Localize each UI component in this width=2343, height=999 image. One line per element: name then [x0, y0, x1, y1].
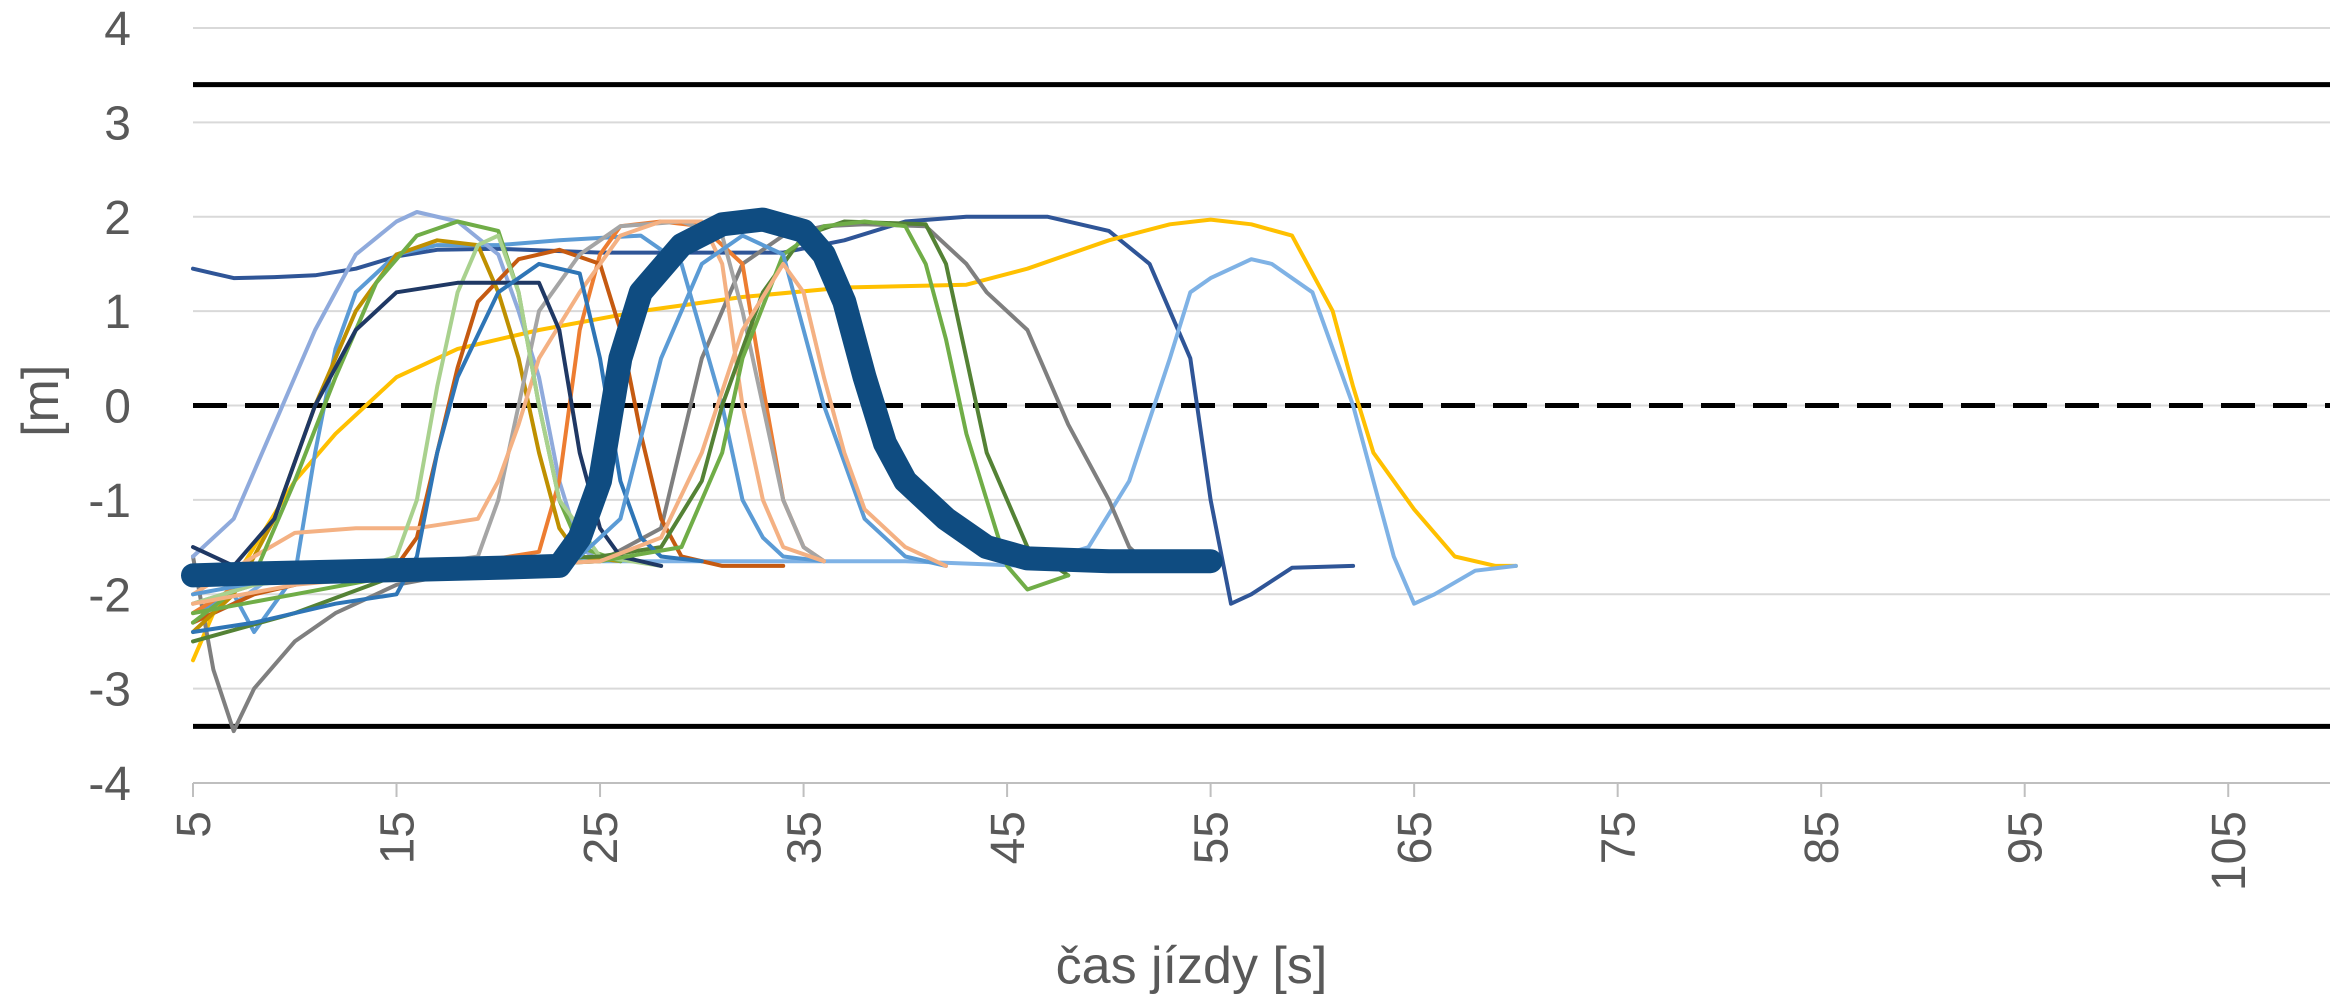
series-group — [181, 207, 1518, 734]
y-tick-label: 1 — [104, 286, 131, 339]
series-line-6 — [191, 210, 602, 564]
series-line-2 — [191, 217, 1518, 663]
x-tick-label: 95 — [2000, 811, 2053, 864]
y-tick-label: -3 — [88, 664, 131, 717]
y-tick-label: -1 — [88, 475, 131, 528]
y-tick-label: 4 — [104, 3, 131, 56]
x-tick-label: 75 — [1593, 811, 1646, 864]
series-line-14 — [191, 280, 664, 568]
reference-lines — [193, 82, 2330, 729]
x-axis-title: čas jízdy [s] — [1056, 937, 1328, 995]
y-tick-label: -4 — [88, 758, 131, 811]
series-line-20 — [181, 207, 1223, 588]
series-line-4 — [191, 222, 1152, 734]
x-tick-label: 55 — [1186, 811, 1239, 864]
x-tick-label: 45 — [982, 811, 1035, 864]
x-tick-label: 35 — [779, 811, 832, 864]
x-tick-label: 65 — [1389, 811, 1442, 864]
y-tick-label: 0 — [104, 381, 131, 434]
x-tick-label: 5 — [168, 811, 221, 838]
x-tick-label: 85 — [1796, 811, 1849, 864]
x-tick-label: 15 — [372, 811, 425, 864]
series-line-16 — [191, 261, 704, 634]
x-tick-label: 105 — [2203, 811, 2256, 891]
y-tick-label: 3 — [104, 97, 131, 150]
y-tick-label: -2 — [88, 569, 131, 622]
x-tick-label: 25 — [575, 811, 628, 864]
series-line-17 — [191, 219, 1071, 616]
y-tick-label: 2 — [104, 192, 131, 245]
y-axis-title: [m] — [12, 365, 70, 437]
